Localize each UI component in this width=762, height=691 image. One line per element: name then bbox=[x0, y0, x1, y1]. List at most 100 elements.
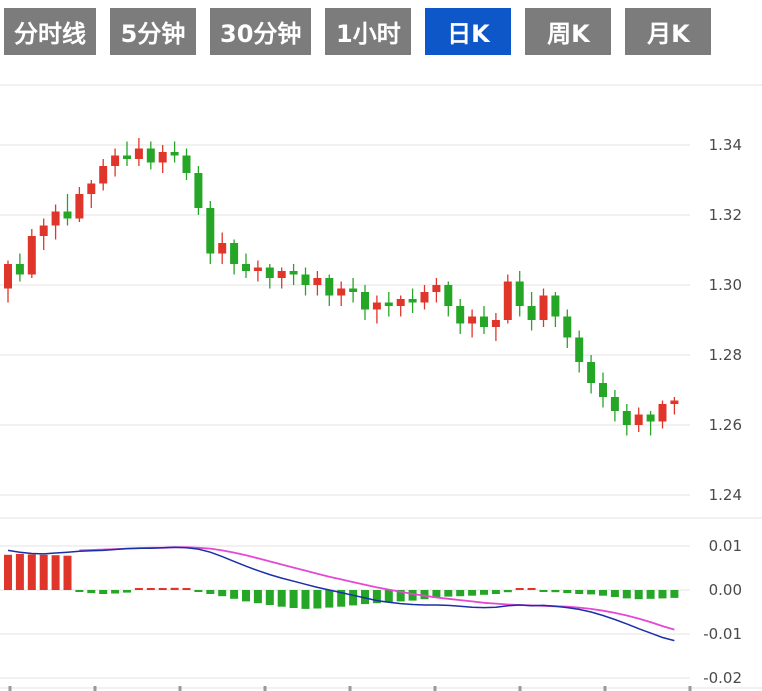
candle bbox=[265, 267, 274, 278]
macd-bar bbox=[218, 590, 227, 597]
candle bbox=[503, 281, 512, 320]
candle bbox=[301, 274, 310, 285]
candle bbox=[230, 243, 239, 264]
macd-tick-label: 0.00 bbox=[709, 581, 742, 599]
tab-1hour[interactable]: 1小时 bbox=[325, 8, 412, 55]
candle bbox=[527, 306, 536, 320]
candle bbox=[408, 299, 417, 303]
candle bbox=[384, 302, 393, 306]
macd-bar bbox=[134, 588, 143, 590]
candle bbox=[480, 316, 488, 327]
macd-bar bbox=[277, 590, 286, 607]
macd-bar bbox=[480, 590, 488, 595]
tab-daily-k[interactable]: 日K bbox=[425, 8, 512, 55]
candle bbox=[325, 278, 334, 296]
candle bbox=[170, 152, 179, 156]
candle bbox=[111, 155, 120, 166]
macd-bar bbox=[515, 588, 524, 590]
candle bbox=[575, 337, 584, 362]
macd-bar bbox=[230, 590, 239, 599]
macd-bar bbox=[242, 590, 250, 602]
macd-bar bbox=[170, 587, 179, 590]
candle bbox=[182, 155, 191, 173]
macd-bar bbox=[396, 590, 405, 602]
tab-weekly-k[interactable]: 周K bbox=[525, 8, 612, 55]
macd-bar bbox=[325, 590, 334, 608]
candle bbox=[468, 316, 477, 324]
macd-bar bbox=[123, 590, 131, 593]
dea-line bbox=[79, 546, 675, 631]
macd-tick-label: -0.02 bbox=[703, 669, 742, 687]
candle bbox=[63, 211, 72, 219]
macd-bar bbox=[444, 590, 453, 597]
candle bbox=[658, 404, 667, 422]
price-tick-label: 1.32 bbox=[709, 206, 742, 224]
macd-tick-label: -0.01 bbox=[703, 625, 742, 643]
candle bbox=[515, 281, 524, 306]
price-tick-label: 1.28 bbox=[709, 346, 742, 364]
macd-bar bbox=[551, 590, 560, 593]
dif-line bbox=[7, 546, 675, 642]
macd-bar bbox=[563, 590, 572, 594]
price-tick-label: 1.34 bbox=[709, 136, 742, 154]
main-grid: 1.34 1.32 1.30 1.28 1.26 1.24 bbox=[0, 84, 762, 689]
macd-bar bbox=[491, 590, 500, 594]
macd-histogram bbox=[4, 553, 679, 609]
macd-bar bbox=[361, 590, 369, 605]
candle bbox=[242, 264, 250, 271]
macd-bar bbox=[420, 590, 429, 600]
macd-tick-label: 0.01 bbox=[709, 537, 742, 555]
macd-bar bbox=[658, 590, 667, 599]
x-axis-ticks bbox=[8, 686, 692, 691]
macd-bar bbox=[468, 590, 477, 596]
candle bbox=[206, 208, 215, 254]
macd-bar bbox=[99, 590, 108, 594]
candle bbox=[563, 316, 572, 338]
candle bbox=[337, 288, 346, 296]
macd-bar bbox=[313, 590, 322, 609]
price-tick-label: 1.26 bbox=[709, 416, 742, 434]
macd-bar bbox=[182, 588, 191, 590]
candle bbox=[15, 264, 24, 275]
macd-bar bbox=[349, 590, 358, 606]
candle bbox=[99, 166, 108, 184]
macd-bar bbox=[337, 590, 346, 607]
macd-bar bbox=[158, 588, 167, 590]
candle bbox=[599, 383, 607, 397]
candle bbox=[27, 236, 36, 275]
candle bbox=[123, 155, 131, 159]
macd-bar bbox=[27, 554, 36, 590]
candle bbox=[670, 400, 679, 404]
macd-bar bbox=[39, 554, 48, 590]
candle bbox=[551, 295, 560, 317]
candle bbox=[289, 271, 298, 275]
candle bbox=[372, 302, 381, 310]
candle bbox=[87, 183, 96, 194]
candle bbox=[51, 211, 60, 226]
period-tabbar: 分时线 5分钟 30分钟 1小时 日K 周K 月K bbox=[4, 8, 712, 55]
candle bbox=[134, 148, 143, 159]
macd-bar bbox=[634, 590, 643, 600]
macd-bar bbox=[63, 555, 72, 590]
macd-bar bbox=[599, 590, 607, 596]
price-tick-label: 1.30 bbox=[709, 276, 742, 294]
tab-minute-line[interactable]: 分时线 bbox=[4, 8, 96, 55]
candle bbox=[361, 292, 369, 310]
candle bbox=[610, 397, 619, 411]
candle bbox=[420, 292, 429, 303]
macd-bar bbox=[206, 590, 215, 594]
macd-bar bbox=[253, 590, 262, 604]
macd-bar bbox=[372, 590, 381, 604]
candle bbox=[158, 152, 167, 163]
candle bbox=[634, 414, 643, 425]
tab-5min[interactable]: 5分钟 bbox=[110, 8, 196, 55]
tab-30min[interactable]: 30分钟 bbox=[210, 8, 312, 55]
candle bbox=[75, 194, 84, 219]
macd-bar bbox=[384, 590, 393, 603]
tab-monthly-k[interactable]: 月K bbox=[625, 8, 712, 55]
candle bbox=[277, 271, 286, 278]
macd-bar bbox=[622, 590, 631, 599]
candle bbox=[444, 285, 453, 306]
macd-bar bbox=[527, 588, 536, 590]
